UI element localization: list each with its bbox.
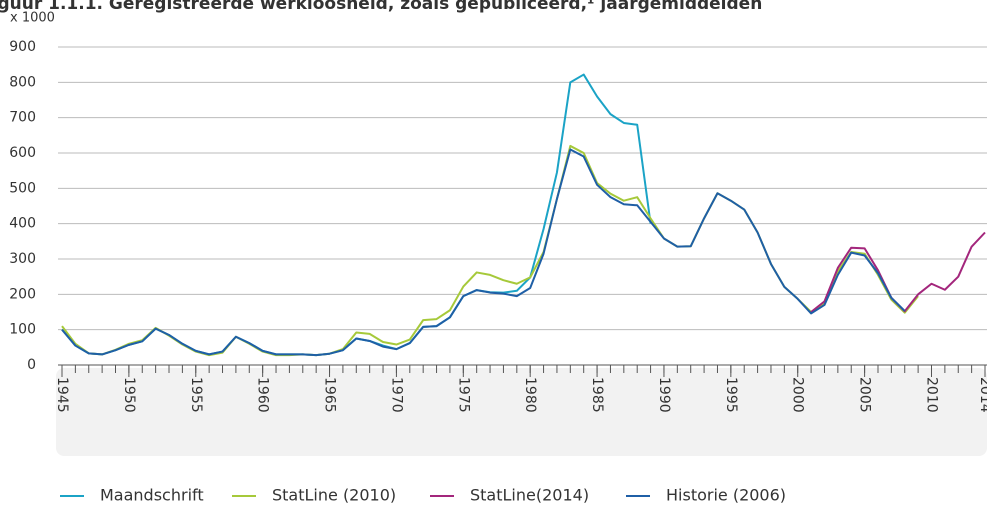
y-tick-label: 500 (9, 180, 36, 196)
legend-label: StatLine (2010) (272, 486, 396, 505)
y-tick-label: 800 (9, 74, 36, 90)
x-tick-label: 1975 (455, 377, 471, 413)
x-tick-label: 2000 (790, 377, 806, 413)
x-tick-label: 1980 (522, 377, 538, 413)
x-tick-label: 1990 (656, 377, 672, 413)
y-tick-label: 700 (9, 110, 36, 126)
x-tick-label: 1960 (255, 377, 271, 413)
x-tick-label: 1985 (589, 377, 605, 413)
x-tick-label: 1965 (322, 377, 338, 413)
x-tick-label: 2005 (857, 377, 873, 413)
x-tick-label: 2010 (923, 377, 939, 413)
legend-label: Historie (2006) (666, 486, 786, 505)
x-tick-label: 1955 (188, 377, 204, 413)
x-tick-label: 1945 (54, 377, 70, 413)
y-axis-label: x 1000 (10, 11, 55, 26)
series-line (61, 73, 652, 357)
series-line (61, 148, 906, 357)
series-line (61, 144, 919, 357)
legend-label: StatLine(2014) (470, 486, 589, 505)
y-tick-label: 200 (9, 286, 36, 302)
y-tick-label: 0 (27, 357, 36, 373)
y-tick-label: 600 (9, 145, 36, 161)
axis-band (56, 368, 987, 456)
y-tick-label: 300 (9, 251, 36, 267)
y-tick-label: 400 (9, 216, 36, 232)
y-tick-label: 900 (9, 39, 36, 55)
y-tick-label: 100 (9, 322, 36, 338)
x-tick-label: 1970 (388, 377, 404, 413)
x-tick-label: 1950 (121, 377, 137, 413)
chart-title: Figuur 1.1.1. Geregistreerde werklooshei… (0, 0, 762, 14)
x-tick-label: 2014 (977, 377, 987, 413)
legend-label: Maandschrift (100, 486, 204, 505)
x-tick-label: 1995 (723, 377, 739, 413)
